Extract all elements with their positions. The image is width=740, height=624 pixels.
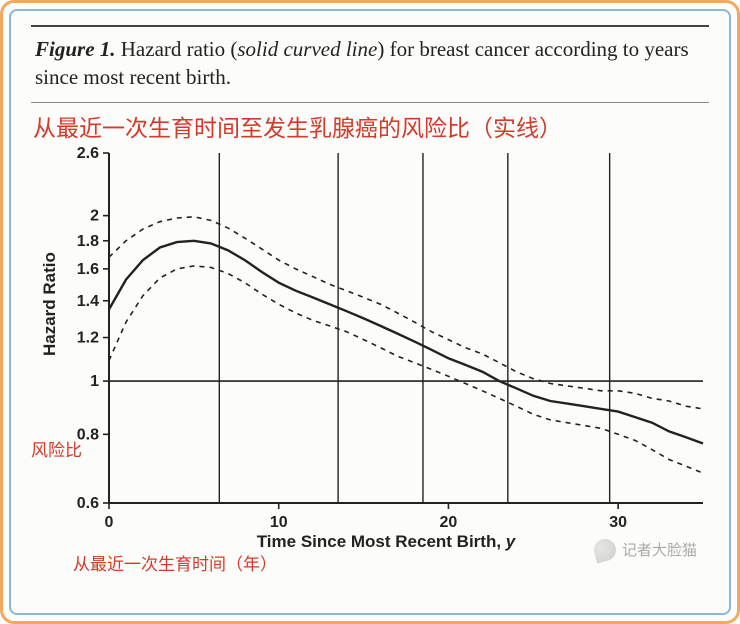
wechat-icon [592,536,619,563]
figure-caption: Figure 1. Hazard ratio (solid curved lin… [31,25,709,103]
chart-area: 0.60.811.21.41.61.822.60102030Hazard Rat… [31,145,709,575]
svg-text:1.6: 1.6 [77,261,99,278]
hazard-ratio-chart: 0.60.811.21.41.61.822.60102030Hazard Rat… [31,145,715,555]
subtitle-chinese: 从最近一次生育时间至发生乳腺癌的风险比（实线） [33,109,709,143]
watermark-text: 记者大脸猫 [622,539,697,560]
inner-frame: Figure 1. Hazard ratio (solid curved lin… [9,9,731,615]
svg-text:1.8: 1.8 [77,232,99,249]
svg-text:Hazard Ratio: Hazard Ratio [40,252,59,356]
svg-text:20: 20 [440,514,458,531]
svg-text:30: 30 [609,514,627,531]
outer-frame: Figure 1. Hazard ratio (solid curved lin… [0,0,740,624]
watermark: 记者大脸猫 [594,539,697,561]
caption-text: Figure 1. Hazard ratio (solid curved lin… [35,35,705,92]
caption-before: Hazard ratio ( [116,37,238,61]
svg-text:0.6: 0.6 [77,495,99,512]
xlabel-chinese: 从最近一次生育时间（年） [73,550,277,575]
svg-text:Time Since Most Recent Birth,: Time Since Most Recent Birth, y [257,532,517,551]
svg-text:1: 1 [90,373,99,390]
svg-text:0: 0 [105,514,114,531]
ylabel-chinese: 风险比 [31,436,82,461]
svg-text:1.2: 1.2 [77,329,99,346]
caption-paren: solid curved line [237,37,377,61]
caption-label: Figure 1. [35,37,116,61]
svg-text:2: 2 [90,207,99,224]
svg-text:1.4: 1.4 [77,292,99,309]
svg-text:10: 10 [270,514,288,531]
svg-text:2.6: 2.6 [77,145,99,162]
